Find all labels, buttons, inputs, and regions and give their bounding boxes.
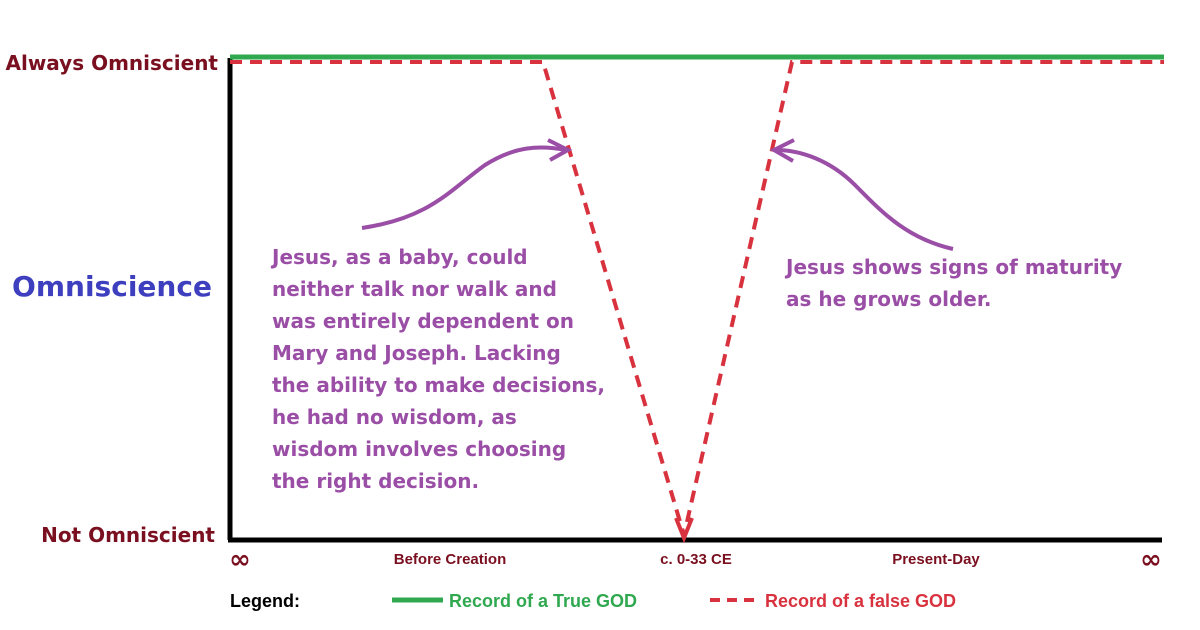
left-annotation-line: the right decision. <box>272 469 479 493</box>
x-left-infinity: ∞ <box>229 545 251 575</box>
right-annotation-line: Jesus shows signs of maturity <box>784 255 1122 279</box>
left-arrowhead <box>547 138 573 162</box>
legend-false-label: Record of a false GOD <box>765 591 956 611</box>
x-tick-present-day: Present-Day <box>892 551 980 568</box>
right-arrowhead <box>769 138 795 163</box>
y-axis-title: Omniscience <box>12 270 212 303</box>
x-tick-before-creation: Before Creation <box>394 551 507 568</box>
left-annotation-line: the ability to make decisions, <box>272 373 605 397</box>
left-annotation-arrow <box>361 145 567 230</box>
left-annotation-line: Mary and Joseph. Lacking <box>272 341 561 365</box>
y-bottom-label: Not Omniscient <box>41 523 215 547</box>
left-annotation-line: was entirely dependent on <box>272 309 574 333</box>
left-annotation-line: he had no wisdom, as <box>272 405 517 429</box>
right-annotation-arrow <box>775 148 954 251</box>
y-top-label: Always Omniscient <box>5 51 218 75</box>
left-annotation-line: neither talk nor walk and <box>272 277 557 301</box>
legend-true-label: Record of a True GOD <box>449 591 637 611</box>
x-tick-0-33-ce: c. 0-33 CE <box>660 551 732 568</box>
left-annotation-line: Jesus, as a baby, could <box>270 245 528 269</box>
false-god-arrowhead <box>674 517 694 544</box>
x-right-infinity: ∞ <box>1140 545 1162 575</box>
left-annotation-line: wisdom involves choosing <box>272 437 566 461</box>
right-annotation-line: as he grows older. <box>786 287 991 311</box>
legend-title: Legend: <box>230 591 300 611</box>
